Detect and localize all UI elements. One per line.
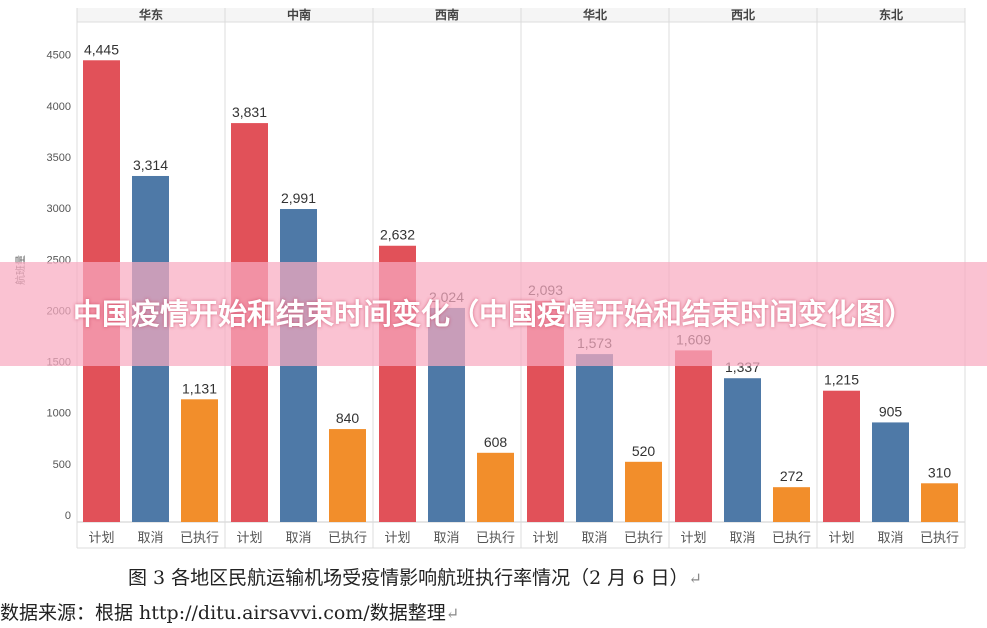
data-label: 1,131: [182, 380, 217, 396]
return-mark-icon: ↵: [445, 604, 460, 623]
category-label: 计划: [236, 531, 262, 546]
data-label: 2,991: [281, 190, 316, 206]
bar-已执行: [773, 487, 810, 522]
y-tick-label: 500: [53, 459, 71, 471]
y-tick-label: 3000: [47, 203, 71, 215]
category-label: 已执行: [920, 531, 959, 546]
category-label: 计划: [532, 531, 558, 546]
category-label: 已执行: [624, 531, 663, 546]
data-label: 840: [336, 410, 360, 426]
category-label: 取消: [877, 531, 903, 546]
bar-取消: [872, 422, 909, 522]
bar-计划: [823, 390, 860, 522]
data-label: 272: [780, 468, 804, 484]
banner-title: 中国疫情开始和结束时间变化（中国疫情开始和结束时间变化图）: [72, 297, 914, 331]
category-label: 计划: [88, 531, 114, 546]
category-label: 已执行: [476, 531, 515, 546]
category-label: 已执行: [180, 531, 219, 546]
y-tick-label: 4000: [47, 101, 71, 113]
data-source: 数据来源：根据 http://ditu.airsavvi.com/数据整理↵: [0, 598, 459, 625]
bar-取消: [724, 378, 761, 522]
return-mark-icon: ↵: [688, 569, 702, 588]
caption-text: 图 3 各地区民航运输机场受疫情影响航班执行率情况（2 月 6 日）: [128, 567, 689, 589]
panel-header-label: 西北: [731, 7, 755, 22]
panel-header-label: 东北: [879, 7, 903, 22]
y-tick-label: 0: [65, 510, 71, 522]
data-label: 520: [632, 443, 656, 459]
bar-取消: [576, 354, 613, 522]
data-label: 608: [484, 434, 508, 450]
bar-已执行: [921, 483, 958, 522]
title-banner: 中国疫情开始和结束时间变化（中国疫情开始和结束时间变化图）: [0, 262, 987, 366]
data-label: 310: [928, 464, 952, 480]
data-label: 905: [879, 403, 903, 419]
bar-已执行: [181, 399, 218, 522]
category-label: 计划: [828, 531, 854, 546]
category-label: 取消: [581, 531, 607, 546]
category-label: 计划: [384, 531, 410, 546]
category-label: 取消: [433, 531, 459, 546]
bar-已执行: [477, 452, 514, 522]
panel-header-label: 中南: [287, 7, 311, 22]
category-label: 已执行: [772, 531, 811, 546]
bar-已执行: [625, 461, 662, 522]
data-label: 4,445: [84, 41, 119, 57]
data-label: 3,831: [232, 104, 267, 120]
y-tick-label: 4500: [47, 50, 71, 62]
data-label: 2,632: [380, 227, 415, 243]
bar-chart: 050010001500200025003000350040004500航班量 …: [14, 7, 966, 549]
bar-计划: [675, 350, 712, 522]
panel-header-label: 华北: [583, 7, 607, 22]
figure-caption: 图 3 各地区民航运输机场受疫情影响航班执行率情况（2 月 6 日）↵: [128, 563, 702, 590]
panel-header-label: 西南: [435, 7, 459, 22]
y-tick-label: 3500: [47, 152, 71, 164]
region-panels: 华东 4,445 计划 3,314 取消 1,131 已执行 中南 3,831 计划 2,991 取消…: [76, 7, 966, 548]
category-label: 取消: [137, 531, 163, 546]
category-label: 已执行: [328, 531, 367, 546]
source-text: 数据来源：根据 http://ditu.airsavvi.com/数据整理: [0, 602, 446, 624]
panel-header-label: 华东: [139, 7, 163, 22]
data-label: 3,314: [133, 157, 168, 173]
category-label: 取消: [729, 531, 755, 546]
category-label: 计划: [680, 531, 706, 546]
y-tick-label: 1000: [47, 408, 71, 420]
category-label: 取消: [285, 531, 311, 546]
data-label: 1,215: [824, 372, 859, 388]
bar-已执行: [329, 429, 366, 522]
